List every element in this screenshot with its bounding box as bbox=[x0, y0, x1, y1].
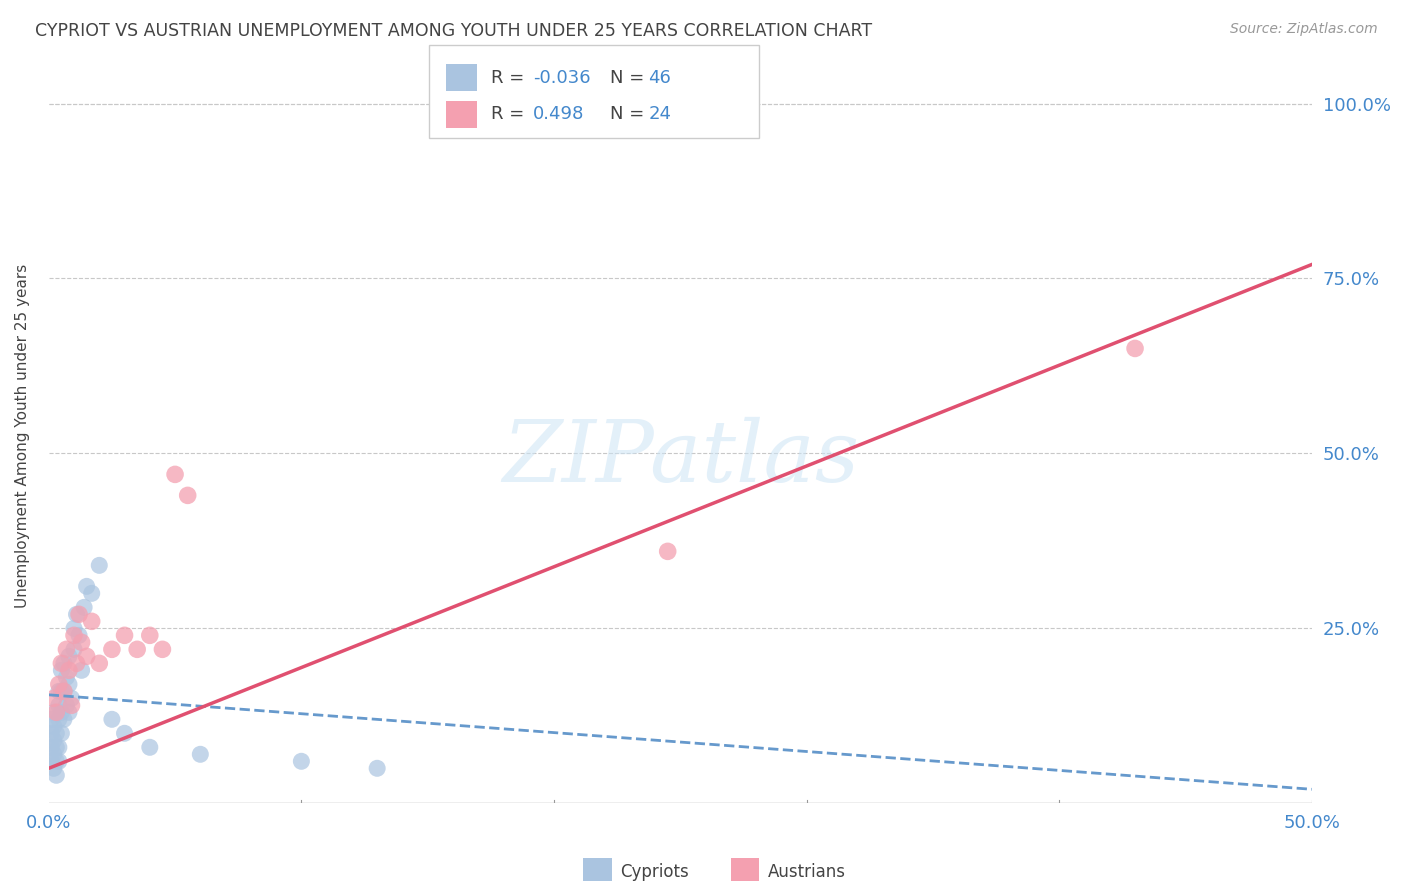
Point bbox=[39, 754, 62, 768]
Point bbox=[657, 544, 679, 558]
Point bbox=[51, 657, 73, 671]
Point bbox=[58, 706, 80, 720]
Point bbox=[42, 747, 65, 762]
Point bbox=[70, 635, 93, 649]
Point bbox=[58, 677, 80, 691]
Point bbox=[42, 761, 65, 775]
Y-axis label: Unemployment Among Youth under 25 years: Unemployment Among Youth under 25 years bbox=[15, 264, 30, 608]
Point bbox=[55, 698, 77, 713]
Point bbox=[65, 657, 87, 671]
Text: R =: R = bbox=[491, 69, 530, 87]
Point bbox=[63, 628, 86, 642]
Point bbox=[51, 663, 73, 677]
Point bbox=[45, 726, 67, 740]
Point bbox=[89, 558, 111, 573]
Text: Source: ZipAtlas.com: Source: ZipAtlas.com bbox=[1230, 22, 1378, 37]
Point bbox=[42, 691, 65, 706]
Point bbox=[63, 621, 86, 635]
Point bbox=[366, 761, 388, 775]
Point bbox=[45, 768, 67, 782]
Point bbox=[67, 628, 90, 642]
Point bbox=[76, 649, 98, 664]
Point bbox=[42, 719, 65, 733]
Point bbox=[176, 488, 198, 502]
Point bbox=[127, 642, 149, 657]
Point bbox=[80, 586, 103, 600]
Point bbox=[73, 600, 96, 615]
Text: 0.498: 0.498 bbox=[533, 105, 585, 123]
Point bbox=[51, 684, 73, 698]
Point bbox=[55, 642, 77, 657]
Point bbox=[51, 726, 73, 740]
Point bbox=[139, 740, 162, 755]
Point bbox=[290, 754, 312, 768]
Point bbox=[48, 740, 70, 755]
Text: R =: R = bbox=[491, 105, 536, 123]
Text: Cypriots: Cypriots bbox=[620, 863, 689, 881]
Point bbox=[58, 663, 80, 677]
Text: N =: N = bbox=[610, 105, 650, 123]
Point bbox=[70, 663, 93, 677]
Point bbox=[48, 684, 70, 698]
Point bbox=[45, 740, 67, 755]
Text: 24: 24 bbox=[648, 105, 671, 123]
Point bbox=[45, 706, 67, 720]
Point bbox=[48, 712, 70, 726]
Point bbox=[39, 712, 62, 726]
Text: ZIPatlas: ZIPatlas bbox=[502, 417, 859, 500]
Point bbox=[55, 670, 77, 684]
Point bbox=[65, 607, 87, 622]
Text: CYPRIOT VS AUSTRIAN UNEMPLOYMENT AMONG YOUTH UNDER 25 YEARS CORRELATION CHART: CYPRIOT VS AUSTRIAN UNEMPLOYMENT AMONG Y… bbox=[35, 22, 872, 40]
Point bbox=[52, 657, 75, 671]
Text: 46: 46 bbox=[648, 69, 671, 87]
Point bbox=[101, 642, 124, 657]
Text: N =: N = bbox=[610, 69, 650, 87]
Point bbox=[188, 747, 211, 762]
Point bbox=[58, 649, 80, 664]
Text: Austrians: Austrians bbox=[768, 863, 845, 881]
Point bbox=[45, 754, 67, 768]
Point bbox=[51, 706, 73, 720]
Point bbox=[89, 657, 111, 671]
Point bbox=[152, 642, 174, 657]
Point bbox=[63, 642, 86, 657]
Point bbox=[39, 740, 62, 755]
Point bbox=[101, 712, 124, 726]
Point bbox=[60, 691, 83, 706]
Point bbox=[114, 628, 136, 642]
Point bbox=[52, 684, 75, 698]
Point bbox=[1123, 342, 1146, 356]
Point bbox=[139, 628, 162, 642]
Point bbox=[80, 615, 103, 629]
Point bbox=[165, 467, 187, 482]
Point bbox=[52, 712, 75, 726]
Point bbox=[39, 726, 62, 740]
Point bbox=[52, 684, 75, 698]
Point bbox=[42, 706, 65, 720]
Point bbox=[48, 754, 70, 768]
Point bbox=[76, 579, 98, 593]
Point bbox=[67, 607, 90, 622]
Point bbox=[42, 733, 65, 747]
Point bbox=[60, 698, 83, 713]
Point bbox=[114, 726, 136, 740]
Point bbox=[48, 677, 70, 691]
Text: -0.036: -0.036 bbox=[533, 69, 591, 87]
Point bbox=[48, 698, 70, 713]
